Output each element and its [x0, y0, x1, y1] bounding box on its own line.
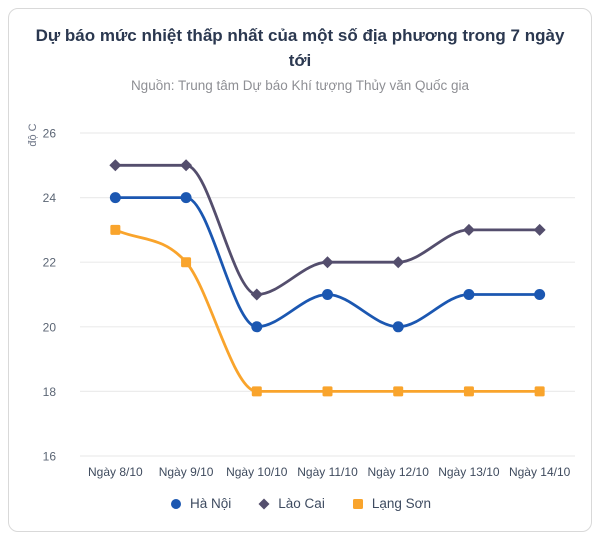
series-point-lang-son-6 [534, 386, 545, 397]
chart-legend: Hà Nội Lào Cai Lạng Sơn [9, 496, 591, 511]
legend-item-lao-cai[interactable]: Lào Cai [257, 496, 325, 511]
chart-card: Dự báo mức nhiệt thấp nhất của một số đị… [8, 8, 592, 532]
x-tick-ngay-8/10: Ngày 8/10 [88, 465, 143, 479]
series-point-ha-noi-5 [463, 289, 475, 300]
x-tick-ngay-12/10: Ngày 12/10 [368, 465, 430, 479]
temperature-line-chart: 16 18 20 22 24 26 độ C Ngày 8/10 Ngày 9/10 Ngày 1… [27, 123, 575, 479]
x-tick-ngay-9/10: Ngày 9/10 [159, 465, 214, 479]
circle-legend-icon [171, 498, 182, 509]
series-point-lao-cai-0 [109, 159, 122, 172]
legend-item-lang-son[interactable]: Lạng Sơn [351, 496, 431, 511]
series-point-lao-cai-2 [250, 288, 263, 301]
series-point-lao-cai-6 [533, 223, 546, 236]
series-line-lang-son [113, 228, 542, 393]
series-point-lang-son-2 [251, 386, 262, 397]
y-tick-24: 24 [43, 191, 57, 205]
series-point-lang-son-0 [110, 224, 121, 235]
square-legend-icon [352, 498, 363, 509]
series-point-lang-son-4 [393, 386, 404, 397]
series-point-ha-noi-0 [109, 192, 121, 204]
series-point-ha-noi-1 [180, 192, 192, 204]
series-point-lao-cai-3 [321, 256, 334, 269]
legend-label-lang-son: Lạng Sơn [371, 496, 431, 511]
y-tick-16: 16 [43, 450, 57, 464]
x-tick-ngay-10/10: Ngày 10/10 [226, 465, 288, 479]
diamond-legend-icon [258, 498, 270, 509]
chart-subtitle: Nguồn: Trung tâm Dự báo Khí tượng Thủy v… [130, 78, 470, 93]
series-point-lang-son-5 [463, 386, 474, 397]
x-tick-ngay-11/10: Ngày 11/10 [297, 465, 358, 479]
legend-label-ha-noi: Hà Nội [190, 496, 232, 511]
x-tick-ngay-13/10: Ngày 13/10 [438, 465, 500, 479]
series-line-lao-cai [113, 163, 542, 296]
series-point-ha-noi-3 [322, 289, 333, 300]
y-axis-title: độ C [27, 123, 39, 146]
y-tick-20: 20 [43, 320, 57, 334]
series-point-lang-son-1 [181, 257, 192, 268]
legend-item-ha-noi[interactable]: Hà Nội [169, 496, 231, 511]
chart-title: Dự báo mức nhiệt thấp nhất của một số đị… [35, 26, 565, 70]
series-point-lao-cai-1 [180, 159, 193, 172]
series-point-ha-noi-4 [392, 321, 404, 333]
series-point-lang-son-3 [322, 386, 333, 397]
series-point-ha-noi-2 [251, 321, 263, 333]
legend-label-lao-cai: Lào Cai [278, 496, 325, 511]
x-tick-ngay-14/10: Ngày 14/10 [509, 465, 571, 479]
series-point-lao-cai-5 [462, 223, 475, 236]
y-tick-22: 22 [43, 256, 57, 270]
series-point-ha-noi-6 [534, 289, 546, 300]
series-point-lao-cai-4 [392, 256, 405, 269]
y-tick-18: 18 [43, 385, 57, 399]
y-tick-26: 26 [43, 127, 57, 141]
